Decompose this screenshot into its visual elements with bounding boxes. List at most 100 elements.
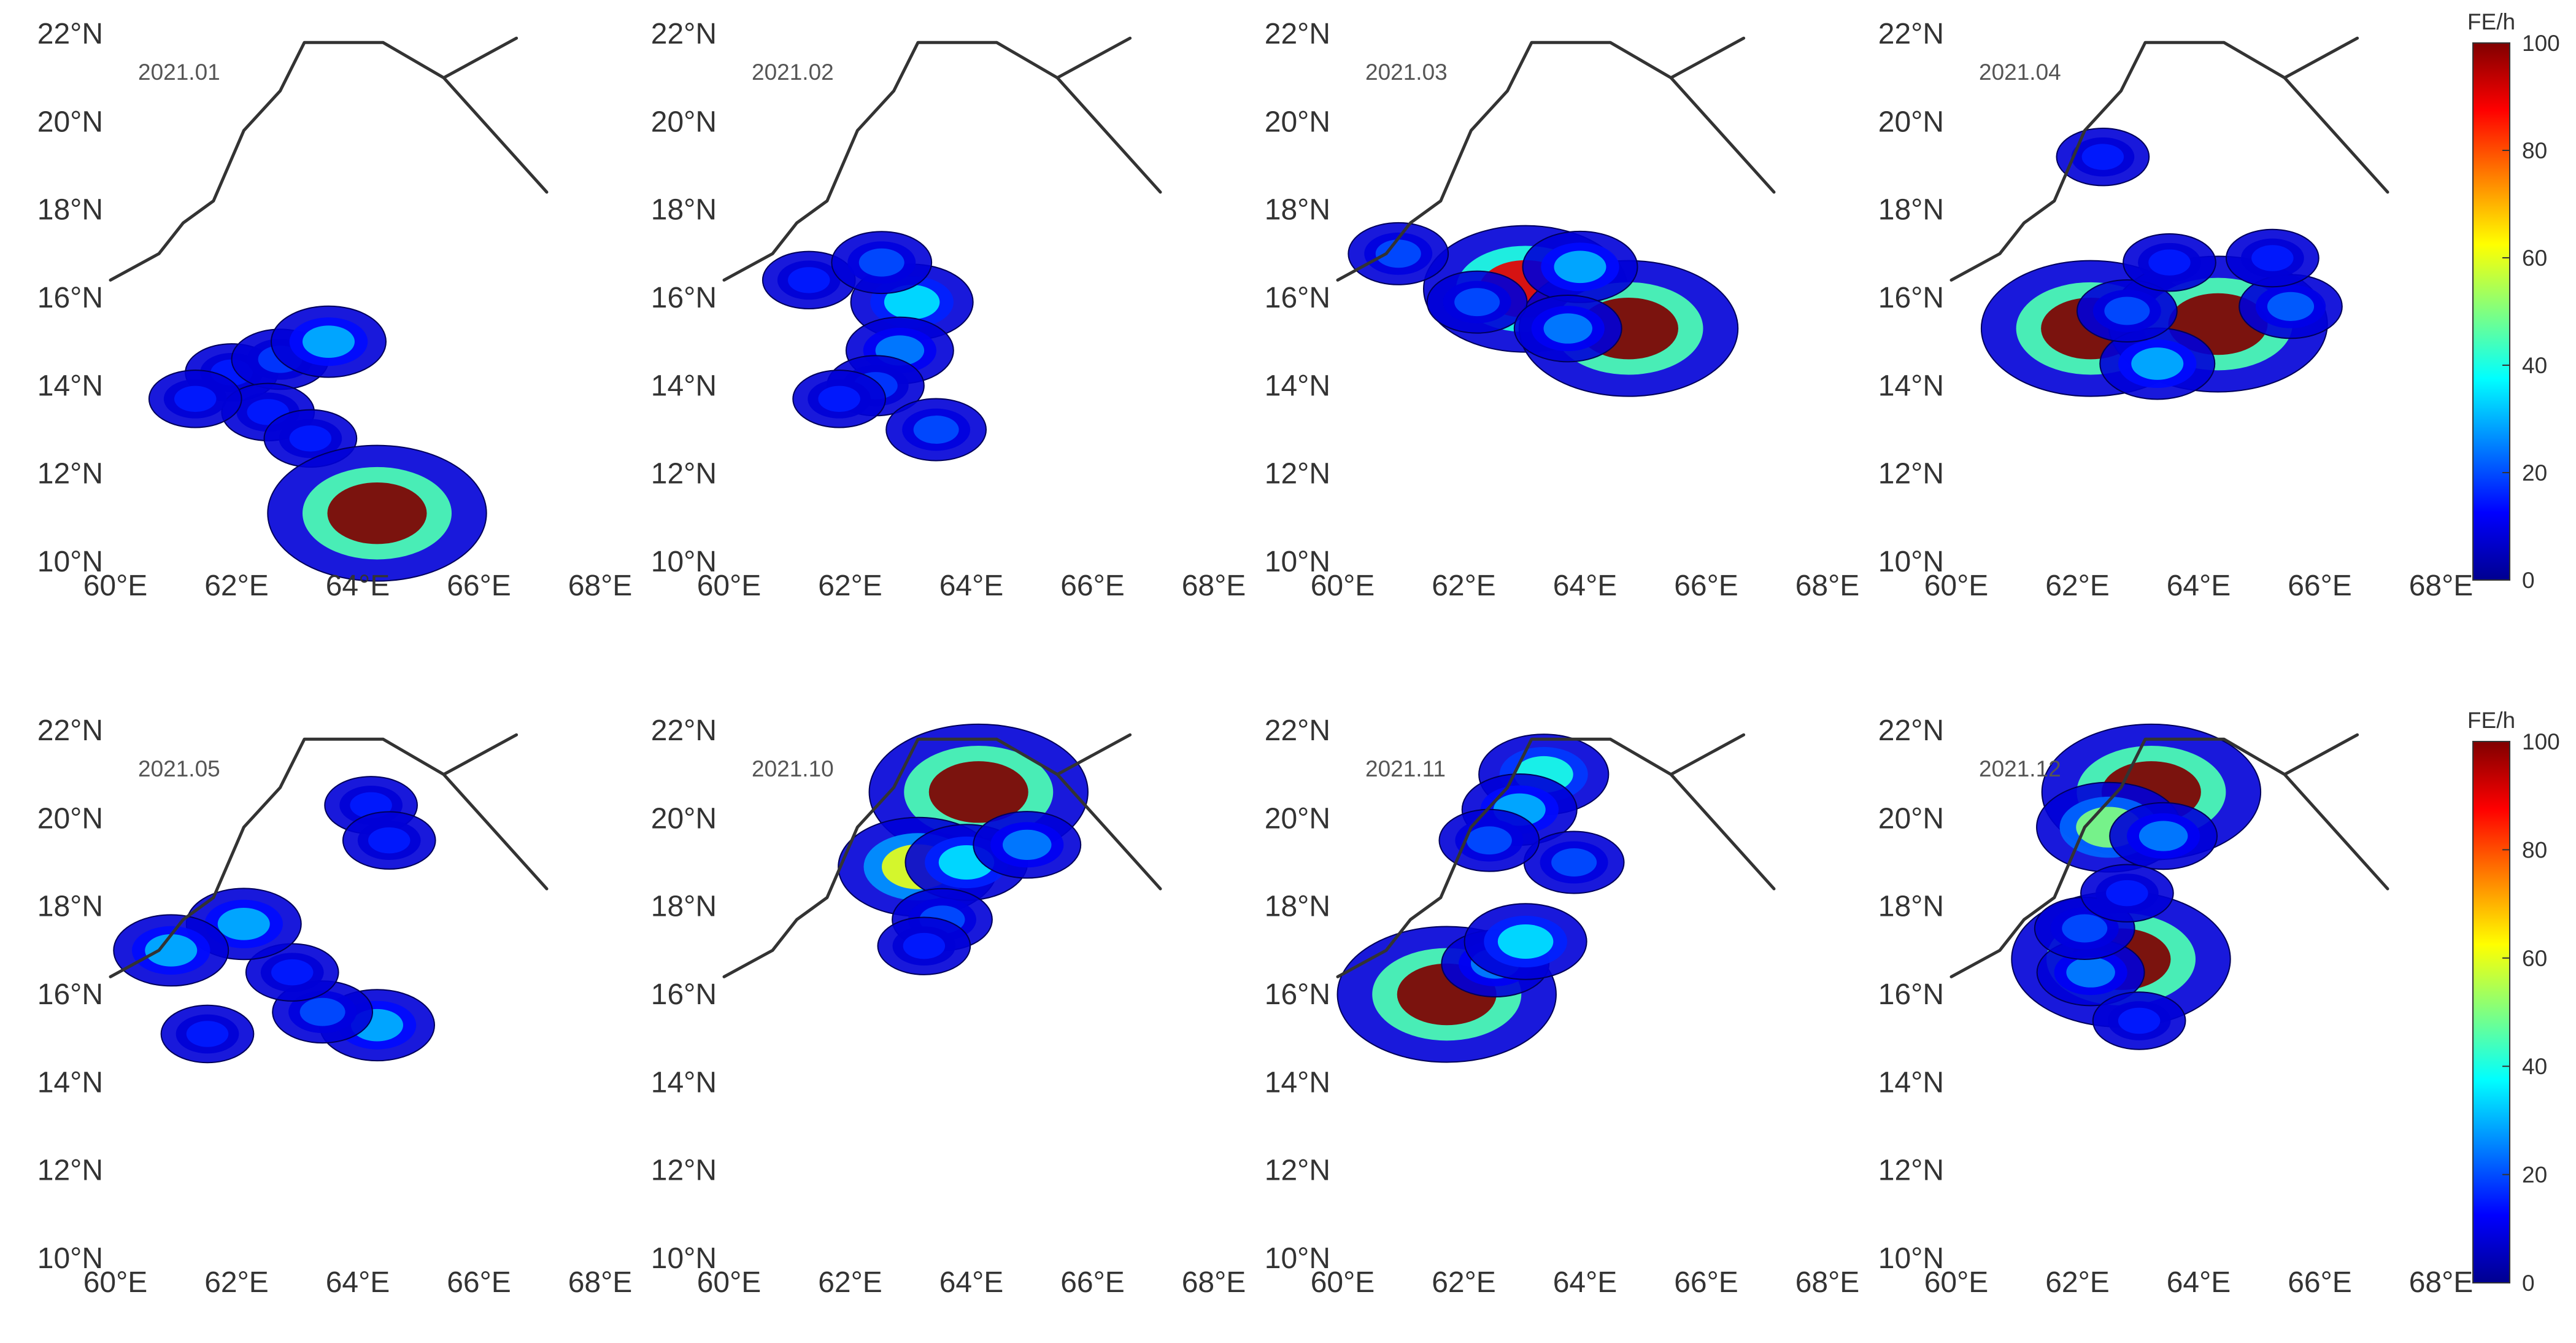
fishing-effort-hotspot xyxy=(885,398,987,462)
longitude-tick-label: 60°E xyxy=(1311,570,1375,602)
longitude-tick-label: 64°E xyxy=(2167,570,2231,602)
map-panel: 2021.10 22°N 20°N 18°N 16°N 14°N 12°N 10°N60°E 6… xyxy=(651,714,1246,1299)
coastline xyxy=(722,41,1162,282)
latitude-tick-label: 20°N xyxy=(1265,802,1330,835)
longitude-tick-label: 62°E xyxy=(1432,570,1496,602)
longitude-tick-label: 66°E xyxy=(2288,570,2352,602)
latitude-tick-label: 14°N xyxy=(1265,370,1330,402)
colorbar-tick-label: 0 xyxy=(2522,568,2535,593)
latitude-tick-label: 10°N xyxy=(1265,546,1330,578)
colorbar-tick-label: 80 xyxy=(2522,138,2547,163)
latitude-tick-label: 14°N xyxy=(1878,1066,1944,1099)
longitude-tick-label: 68°E xyxy=(568,570,633,602)
colorbar-tick-label: 60 xyxy=(2522,946,2547,971)
latitude-tick-label: 18°N xyxy=(651,891,717,923)
longitude-tick-label: 60°E xyxy=(83,570,148,602)
fishing-effort-hotspot xyxy=(2123,233,2216,292)
latitude-tick-label: 14°N xyxy=(1265,1066,1330,1099)
map-panel: 2021.04 22°N 20°N 18°N 16°N 14°N 12°N 10°N60°E 6… xyxy=(1878,18,2474,602)
fishing-effort-hotspot xyxy=(2076,279,2178,343)
latitude-tick-label: 16°N xyxy=(1878,978,1944,1011)
longitude-tick-label: 62°E xyxy=(1432,1266,1496,1299)
longitude-tick-label: 64°E xyxy=(939,570,1004,602)
map-panel: 2021.05 22°N 20°N 18°N 16°N 14°N 12°N 10°N60°E 6… xyxy=(37,714,633,1299)
latitude-tick-label: 20°N xyxy=(1265,106,1330,138)
longitude-tick-label: 66°E xyxy=(1060,570,1125,602)
latitude-tick-label: 14°N xyxy=(651,370,717,402)
longitude-tick-label: 64°E xyxy=(2167,1266,2231,1299)
latitude-tick-label: 14°N xyxy=(651,1066,717,1099)
latitude-tick-label: 12°N xyxy=(1265,458,1330,490)
longitude-tick-label: 68°E xyxy=(2409,1266,2474,1299)
fishing-effort-hotspot xyxy=(1348,222,1449,285)
latitude-tick-label: 16°N xyxy=(37,978,103,1011)
coastline-border xyxy=(2283,733,2359,776)
longitude-tick-label: 64°E xyxy=(326,570,390,602)
month-label: 2021.03 xyxy=(1365,60,1448,85)
colorbar-tick-label: 20 xyxy=(2522,460,2547,486)
longitude-tick-label: 62°E xyxy=(2045,1266,2110,1299)
colorbar-gradient xyxy=(2472,741,2510,1283)
longitude-tick-label: 66°E xyxy=(1674,1266,1738,1299)
longitude-tick-label: 62°E xyxy=(204,570,269,602)
month-label: 2021.10 xyxy=(752,756,834,781)
latitude-tick-label: 12°N xyxy=(1265,1155,1330,1187)
longitude-tick-label: 66°E xyxy=(447,1266,511,1299)
fishing-effort-hotspot xyxy=(2109,802,2218,870)
latitude-tick-label: 20°N xyxy=(37,802,103,835)
latitude-tick-label: 22°N xyxy=(1265,714,1330,747)
fishing-effort-hotspot xyxy=(1522,230,1638,303)
fishing-effort-hotspot xyxy=(2080,864,2174,923)
coastline xyxy=(1336,41,1776,282)
latitude-tick-label: 10°N xyxy=(651,546,717,578)
map-panel: 2021.01 22°N 20°N 18°N 16°N 14°N 12°N 10°N60°E 6… xyxy=(37,18,633,602)
colorbar-tick-label: 0 xyxy=(2522,1271,2535,1296)
fishing-effort-hotspot xyxy=(148,370,242,428)
coastline xyxy=(1949,41,2389,282)
fishing-effort-hotspot xyxy=(272,980,374,1044)
longitude-tick-label: 68°E xyxy=(2409,570,2474,602)
month-label: 2021.05 xyxy=(138,756,220,781)
longitude-tick-label: 62°E xyxy=(818,1266,882,1299)
fishing-effort-hotspot xyxy=(2226,228,2320,288)
latitude-tick-label: 20°N xyxy=(37,106,103,138)
latitude-tick-label: 18°N xyxy=(37,891,103,923)
fishing-effort-hotspot xyxy=(831,231,933,295)
coastline-border xyxy=(1055,733,1132,776)
fishing-effort-hotspot xyxy=(1513,294,1622,363)
fishing-effort-hotspot xyxy=(245,943,339,1002)
coastline-border xyxy=(442,733,519,776)
fishing-effort-hotspot xyxy=(1523,830,1625,894)
latitude-tick-label: 18°N xyxy=(1878,891,1944,923)
colorbar-tick-label: 40 xyxy=(2522,353,2547,378)
latitude-tick-label: 10°N xyxy=(1878,546,1944,578)
latitude-tick-label: 12°N xyxy=(37,1155,103,1187)
latitude-tick-label: 22°N xyxy=(651,18,717,50)
colorbar-tick-label: 80 xyxy=(2522,837,2547,862)
coastline xyxy=(109,41,549,282)
map-panel: 2021.02 22°N 20°N 18°N 16°N 14°N 12°N 10°N60°E 6… xyxy=(651,18,1246,602)
longitude-tick-label: 64°E xyxy=(1553,1266,1618,1299)
fishing-effort-hotspot xyxy=(1463,903,1587,980)
longitude-tick-label: 68°E xyxy=(1795,1266,1860,1299)
latitude-tick-label: 18°N xyxy=(37,194,103,226)
latitude-tick-label: 20°N xyxy=(1878,106,1944,138)
colorbar-tick-label: 60 xyxy=(2522,246,2547,271)
fishing-effort-hotspot xyxy=(1438,808,1540,872)
fishing-effort-hotspot xyxy=(113,914,229,987)
latitude-tick-label: 12°N xyxy=(651,1155,717,1187)
month-label: 2021.02 xyxy=(752,60,834,85)
map-panel: 2021.12 22°N 20°N 18°N 16°N 14°N 12°N 10°N60°E 6… xyxy=(1878,714,2474,1299)
latitude-tick-label: 18°N xyxy=(651,194,717,226)
month-label: 2021.04 xyxy=(1979,60,2061,85)
longitude-tick-label: 62°E xyxy=(204,1266,269,1299)
longitude-tick-label: 66°E xyxy=(447,570,511,602)
latitude-tick-label: 22°N xyxy=(37,714,103,747)
fishing-effort-hotspot xyxy=(973,811,1082,879)
longitude-tick-label: 60°E xyxy=(83,1266,148,1299)
latitude-tick-label: 14°N xyxy=(37,370,103,402)
latitude-tick-label: 16°N xyxy=(1265,978,1330,1011)
latitude-tick-label: 18°N xyxy=(1265,891,1330,923)
month-label: 2021.01 xyxy=(138,60,220,85)
fishing-effort-hotspot xyxy=(160,1004,255,1064)
